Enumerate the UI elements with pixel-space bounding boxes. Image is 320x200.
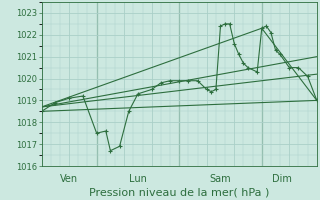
- Text: Pression niveau de la mer( hPa ): Pression niveau de la mer( hPa ): [89, 187, 269, 197]
- Text: Sam: Sam: [210, 174, 231, 184]
- Text: Ven: Ven: [60, 174, 78, 184]
- Text: Lun: Lun: [129, 174, 147, 184]
- Text: Dim: Dim: [272, 174, 292, 184]
